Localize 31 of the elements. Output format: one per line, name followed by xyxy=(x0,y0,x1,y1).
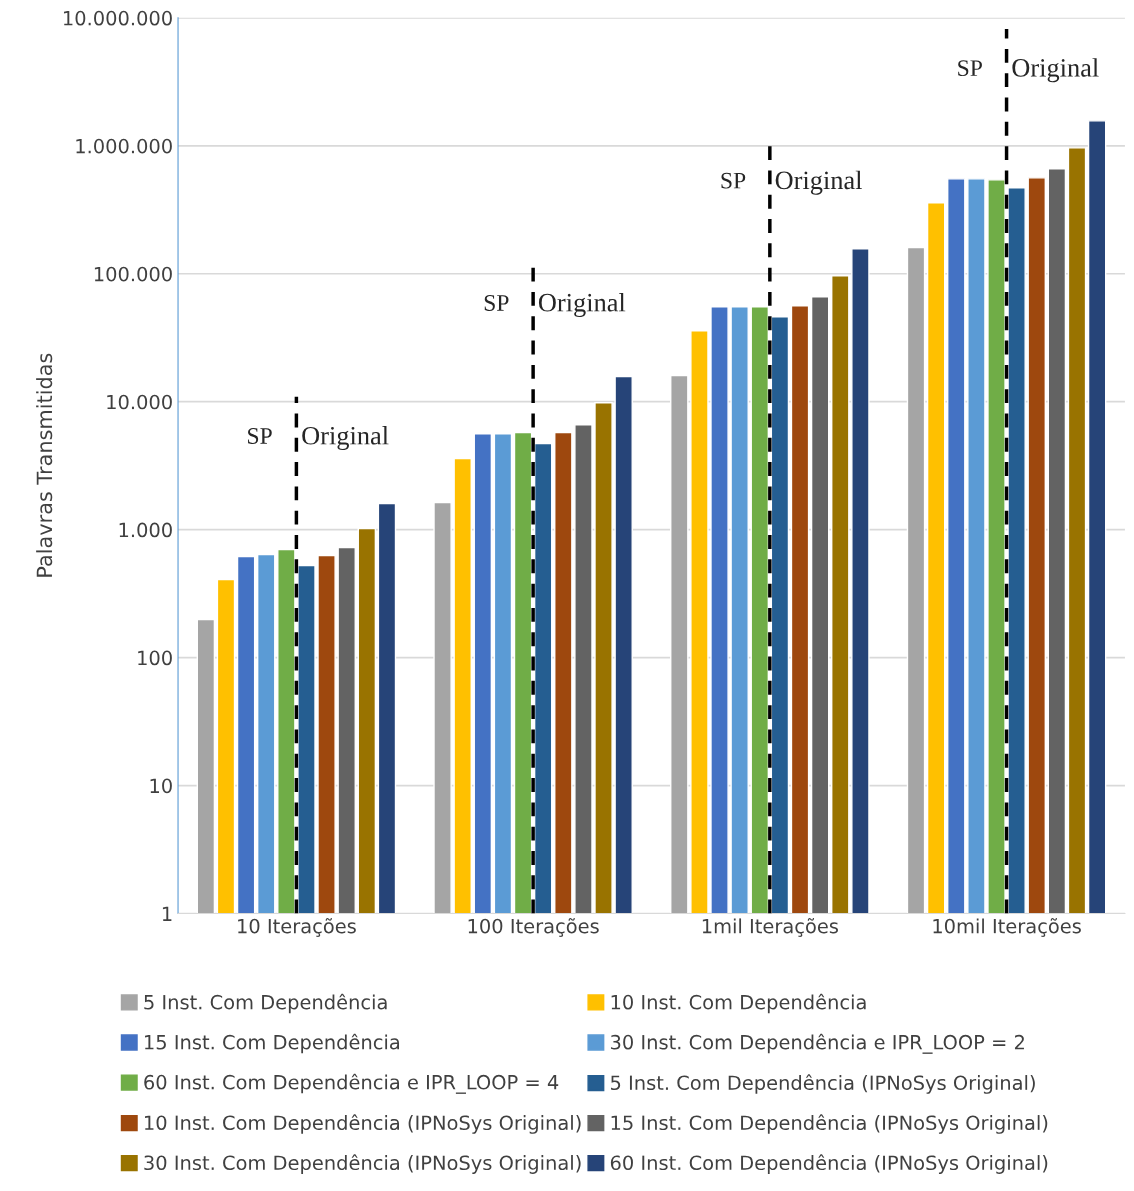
annotation: Original xyxy=(775,170,862,195)
annotation: SP xyxy=(484,295,509,311)
y-tick-label: 10.000 xyxy=(107,394,172,410)
legend-label: 5 Inst. Com Dependência xyxy=(144,993,387,1014)
y-tick-label: 10.000.000 xyxy=(63,10,172,26)
y-tick-label: 1.000 xyxy=(119,522,172,538)
x-tick-label: 10mil Iterações xyxy=(933,918,1081,937)
legend-label: 15 Inst. Com Dependência (IPNoSys Original) xyxy=(611,1114,1048,1134)
x-tick-label: 1mil Iterações xyxy=(702,918,838,937)
legend-label: 15 Inst. Com Dependência xyxy=(145,1033,400,1054)
x-tick-label: 100 Iterações xyxy=(468,918,599,937)
legend-label: 30 Inst. Com Dependência (IPNoSys Original) xyxy=(144,1154,581,1174)
legend-label: 10 Inst. Com Dependência (IPNoSys Original) xyxy=(145,1114,581,1134)
annotation: SP xyxy=(248,428,272,444)
y-axis-title: Palavras Transmitidas xyxy=(36,353,53,577)
annotation: SP xyxy=(958,60,982,77)
annotation: Original xyxy=(538,292,626,317)
annotation: Original xyxy=(302,426,389,451)
y-tick-label: 10 xyxy=(150,778,172,794)
annotation: Original xyxy=(1012,58,1099,83)
legend-label: 30 Inst. Com Dependência e IPR_LOOP = 2 xyxy=(610,1033,1024,1054)
legend-label: 60 Inst. Com Dependência (IPNoSys Original) xyxy=(610,1154,1048,1174)
y-tick-label: 1.000.000 xyxy=(76,138,172,154)
annotation: SP xyxy=(721,172,746,189)
legend-label: 10 Inst. Com Dependência xyxy=(611,993,866,1014)
legend-label: 60 Inst. Com Dependência e IPR_LOOP = 4 xyxy=(144,1073,559,1094)
y-tick-label: 100.000 xyxy=(94,266,172,282)
y-tick-label: 1 xyxy=(162,906,172,921)
legend-label: 5 Inst. Com Dependência (IPNoSys Original) xyxy=(611,1074,1035,1094)
x-tick-label: 10 Iterações xyxy=(238,918,356,937)
y-tick-label: 100 xyxy=(138,650,172,666)
